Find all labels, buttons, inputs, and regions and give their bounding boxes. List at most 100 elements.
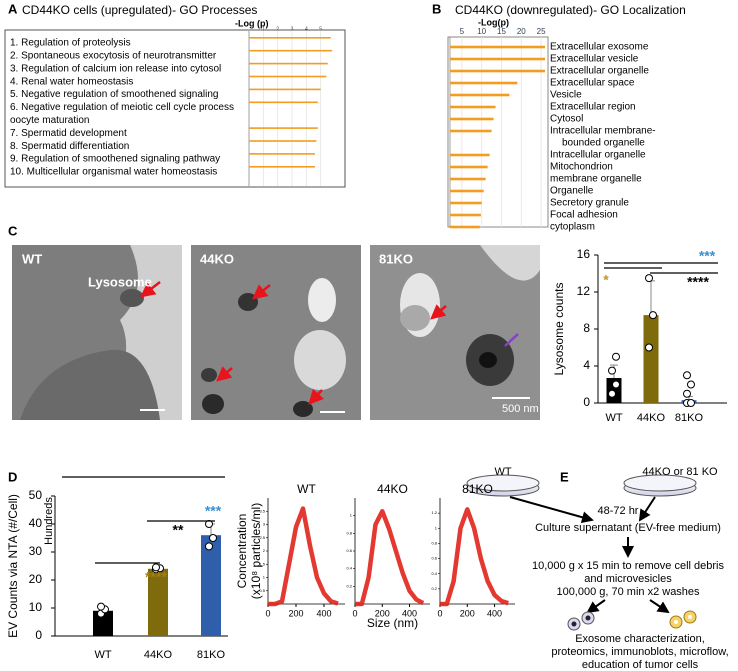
category-label: Vesicle	[550, 90, 582, 101]
bar	[450, 225, 480, 229]
x-tick-label: 1	[262, 26, 265, 32]
data-line	[355, 509, 425, 607]
x-tick-label: 200	[375, 608, 390, 618]
y-tick-label: 20	[29, 572, 43, 586]
bar	[249, 140, 317, 142]
bar	[249, 88, 321, 91]
x-axis-label: Size (nm)	[367, 616, 418, 630]
category-label: oocyte maturation	[10, 115, 90, 126]
x-tick-label: 2	[276, 26, 279, 32]
bar	[249, 153, 315, 155]
panel-label: B	[432, 1, 441, 16]
category-label: 10. Multicellular organismal water homeo…	[10, 167, 217, 178]
scale-bar-label: 500 nm	[502, 403, 539, 415]
diagram: WT 44KO or 81 KO 48-72 hr Culture supern…	[466, 466, 729, 671]
y-tick-label: 1	[263, 575, 266, 580]
y-tick-label: 8	[583, 321, 590, 335]
data-point	[612, 352, 620, 361]
significance-label: ***	[205, 503, 222, 519]
data-point	[645, 274, 653, 283]
y-tick-label: 0	[35, 628, 42, 642]
y-tick-label: 2	[263, 548, 266, 553]
chart-title: WT	[297, 482, 316, 496]
bar	[450, 57, 546, 61]
y-tick-label: 0.6	[346, 548, 352, 553]
x-tick-label: WT	[94, 649, 111, 661]
image-annotation: Lysosome	[88, 274, 152, 289]
data-point	[649, 311, 657, 320]
y-tick-label: 40	[29, 516, 43, 530]
category-label: Cytosol	[550, 114, 583, 125]
bar	[643, 315, 659, 403]
dish-label: 44KO or 81 KO	[642, 466, 718, 478]
data-line	[268, 506, 339, 607]
y-tick-label: 16	[577, 247, 591, 261]
image-label: WT	[22, 251, 42, 266]
y-axis-label: Hundreds	[43, 497, 55, 545]
data-line	[440, 507, 509, 607]
x-tick-label: 20	[517, 27, 526, 36]
step-text: and microvesicles	[584, 573, 672, 585]
x-tick-label: 5	[319, 26, 322, 32]
category-label: 3. Regulation of calcium ion release int…	[10, 63, 221, 74]
significance-label: ****	[145, 569, 167, 585]
x-axis-label: -Log(p)	[478, 17, 509, 27]
panel-label: C	[8, 223, 18, 238]
em-image: WT Lysosome	[12, 245, 182, 420]
x-tick-label: 44KO	[144, 649, 173, 661]
x-tick-label: 0	[352, 608, 357, 618]
y-tick-label: 0.6	[431, 556, 437, 561]
y-tick-label: 0.8	[346, 530, 352, 535]
category-label: Extracellular exosome	[550, 42, 649, 53]
significance-label: *	[603, 272, 609, 288]
y-tick-label: 0.8	[431, 540, 437, 545]
y-tick-label: 0.2	[346, 583, 352, 588]
bar	[249, 49, 333, 52]
category-label: bounded organelle	[562, 138, 645, 149]
y-tick-label: 1.2	[431, 510, 437, 515]
bar	[93, 610, 113, 636]
category-label: Organelle	[550, 186, 594, 197]
data-point	[152, 563, 160, 572]
y-tick-label: 1	[435, 525, 438, 530]
panel-label: A	[8, 1, 18, 16]
outcome-text: education of tumor cells	[582, 659, 699, 671]
bar	[450, 81, 518, 85]
y-tick-label: 12	[577, 284, 591, 298]
category-label: 1. Regulation of proteolysis	[10, 38, 131, 49]
bar	[249, 127, 318, 129]
x-tick-label: 200	[288, 608, 303, 618]
y-tick-label: 0.2	[431, 586, 437, 591]
y-tick-label: 4	[583, 358, 590, 372]
bar	[450, 177, 486, 181]
x-tick-label: 400	[487, 608, 502, 618]
data-point	[683, 389, 691, 398]
x-tick-label: 10	[477, 27, 486, 36]
significance-label: ***	[699, 248, 716, 264]
x-tick-label: 400	[316, 608, 331, 618]
bar	[148, 568, 168, 636]
bar	[249, 75, 327, 78]
outcome-text: proteomics, immunoblots, microflow,	[551, 646, 728, 658]
y-tick-label: 3	[263, 522, 266, 527]
image-label: 44KO	[200, 251, 234, 266]
category-label: Intracellular organelle	[550, 150, 646, 161]
y-axis-label: (x10⁸ particles/ml)	[249, 503, 263, 599]
bar	[249, 62, 328, 65]
data-point	[608, 366, 616, 375]
bar	[450, 117, 494, 121]
category-label: cytoplasm	[550, 222, 595, 233]
x-axis-label: -Log (p)	[235, 18, 268, 28]
x-tick-label: 81KO	[197, 649, 226, 661]
y-tick-label: 1	[350, 513, 353, 518]
bar	[450, 153, 490, 157]
bar	[450, 165, 488, 169]
data-point	[687, 380, 695, 389]
dish-label: WT	[494, 466, 511, 478]
x-tick-label: 25	[537, 27, 546, 36]
x-tick-label: 3	[291, 26, 294, 32]
step-text: 100,000 g, 70 min x2 washes	[556, 586, 700, 598]
data-point	[612, 380, 620, 389]
chart-title: 81KO	[462, 482, 493, 496]
